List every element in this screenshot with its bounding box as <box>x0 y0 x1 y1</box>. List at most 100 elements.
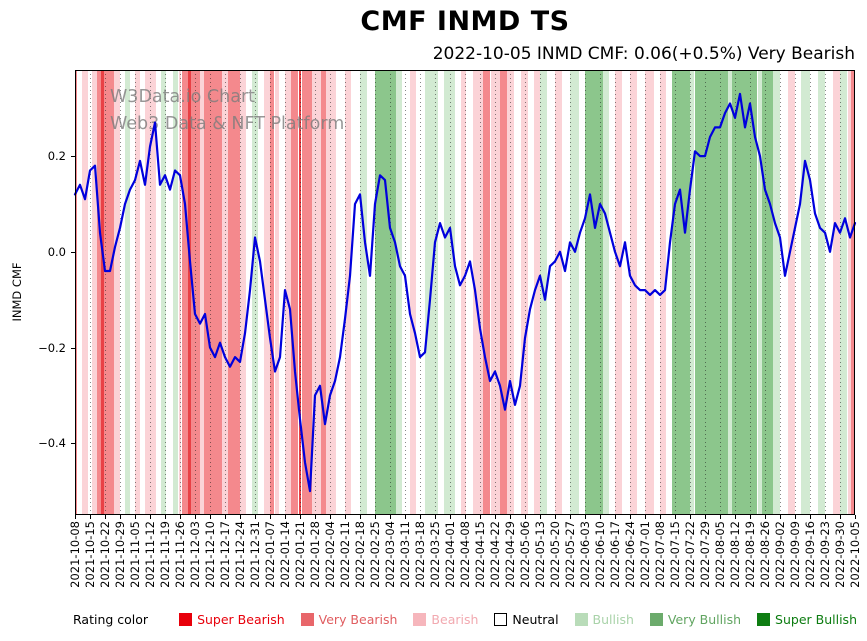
x-tick-mark <box>555 515 556 519</box>
legend-item: Very Bearish <box>300 612 397 627</box>
x-tick-mark <box>180 515 181 519</box>
x-tick-mark <box>465 515 466 519</box>
gridline <box>585 70 586 515</box>
x-tick-label: 2021-10-22 <box>98 521 112 588</box>
x-tick-mark <box>675 515 676 519</box>
x-tick-label: 2022-02-04 <box>323 521 337 588</box>
gridline <box>375 70 376 515</box>
x-tick-mark <box>660 515 661 519</box>
legend-swatch <box>649 613 663 626</box>
legend-item-label: Bullish <box>592 612 634 627</box>
x-tick-mark <box>570 515 571 519</box>
gridline <box>765 70 766 515</box>
x-tick-mark <box>90 515 91 519</box>
legend-item: Super Bullish <box>757 612 857 627</box>
x-tick-mark <box>375 515 376 519</box>
x-tick-label: 2021-12-24 <box>233 521 247 588</box>
x-tick-mark <box>390 515 391 519</box>
x-tick-label: 2022-03-25 <box>428 521 442 588</box>
x-tick-label: 2021-12-10 <box>203 521 217 588</box>
x-tick-label: 2022-07-01 <box>638 521 652 588</box>
x-tick-label: 2022-01-07 <box>263 521 277 588</box>
legend-item: Bullish <box>574 612 634 627</box>
x-tick-mark <box>285 515 286 519</box>
x-tick-mark <box>795 515 796 519</box>
x-tick-mark <box>825 515 826 519</box>
x-tick-label: 2022-01-14 <box>278 521 292 588</box>
gridline <box>675 70 676 515</box>
gridline <box>630 70 631 515</box>
gridline <box>435 70 436 515</box>
gridline <box>720 70 721 515</box>
plot-area: W3Data.io Chart Web3 Data & NFT Platform <box>75 70 855 515</box>
y-tick-mark <box>71 156 75 158</box>
x-tick-label: 2022-09-16 <box>803 521 817 588</box>
x-tick-mark <box>720 515 721 519</box>
x-tick-label: 2022-04-08 <box>458 521 472 588</box>
x-tick-mark <box>540 515 541 519</box>
x-tick-label: 2022-03-18 <box>413 521 427 588</box>
x-tick-mark <box>135 515 136 519</box>
x-tick-label: 2022-08-12 <box>728 521 742 588</box>
x-tick-label: 2022-01-28 <box>308 521 322 588</box>
legend-swatch <box>179 613 193 626</box>
y-tick-mark <box>71 347 75 349</box>
gridline <box>345 70 346 515</box>
x-tick-label: 2022-06-17 <box>608 521 622 588</box>
x-tick-mark <box>270 515 271 519</box>
legend-swatch <box>300 613 314 626</box>
x-tick-label: 2022-01-21 <box>293 521 307 588</box>
legend-item-label: Neutral <box>512 612 559 627</box>
gridline <box>615 70 616 515</box>
x-tick-mark <box>195 515 196 519</box>
legend: Rating color Super Bearish Very Bearish Be… <box>73 612 857 627</box>
x-tick-label: 2022-03-11 <box>398 521 412 588</box>
x-tick-label: 2022-09-30 <box>833 521 847 588</box>
x-tick-label: 2022-09-02 <box>773 521 787 588</box>
gridline <box>465 70 466 515</box>
x-tick-label: 2022-05-13 <box>533 521 547 588</box>
x-tick-mark <box>480 515 481 519</box>
x-tick-mark <box>705 515 706 519</box>
x-tick-label: 2021-12-31 <box>248 521 262 588</box>
x-tick-label: 2021-12-17 <box>218 521 232 588</box>
x-tick-mark <box>855 515 856 519</box>
x-tick-mark <box>210 515 211 519</box>
x-tick-mark <box>780 515 781 519</box>
gridline <box>90 70 91 515</box>
x-tick-mark <box>495 515 496 519</box>
x-tick-label: 2022-04-01 <box>443 521 457 588</box>
gridline <box>570 70 571 515</box>
gridline <box>750 70 751 515</box>
x-tick-label: 2022-03-04 <box>383 521 397 588</box>
x-tick-label: 2021-12-03 <box>188 521 202 588</box>
x-tick-mark <box>360 515 361 519</box>
legend-item-label: Super Bearish <box>197 612 285 627</box>
legend-item: Neutral <box>494 612 559 627</box>
x-tick-mark <box>450 515 451 519</box>
x-tick-mark <box>510 515 511 519</box>
legend-swatch <box>494 613 508 626</box>
gridline <box>495 70 496 515</box>
gridline <box>810 70 811 515</box>
legend-items: Super Bearish Very Bearish Bearish Neutral B… <box>179 612 857 627</box>
x-tick-label: 2022-02-11 <box>338 521 352 588</box>
x-tick-mark <box>75 515 76 519</box>
x-tick-mark <box>840 515 841 519</box>
x-tick-label: 2022-10-05 <box>848 521 862 588</box>
gridline <box>555 70 556 515</box>
x-tick-label: 2022-06-24 <box>623 521 637 588</box>
x-tick-label: 2022-07-22 <box>683 521 697 588</box>
gridline <box>795 70 796 515</box>
watermark-line2: Web3 Data & NFT Platform <box>110 114 345 134</box>
gridline <box>600 70 601 515</box>
x-tick-label: 2021-10-08 <box>68 521 82 588</box>
x-tick-label: 2022-07-08 <box>653 521 667 588</box>
legend-title: Rating color <box>73 612 149 627</box>
legend-swatch <box>757 613 771 626</box>
x-tick-label: 2022-05-27 <box>563 521 577 588</box>
x-tick-mark <box>120 515 121 519</box>
x-tick-mark <box>600 515 601 519</box>
x-tick-label: 2022-02-18 <box>353 521 367 588</box>
